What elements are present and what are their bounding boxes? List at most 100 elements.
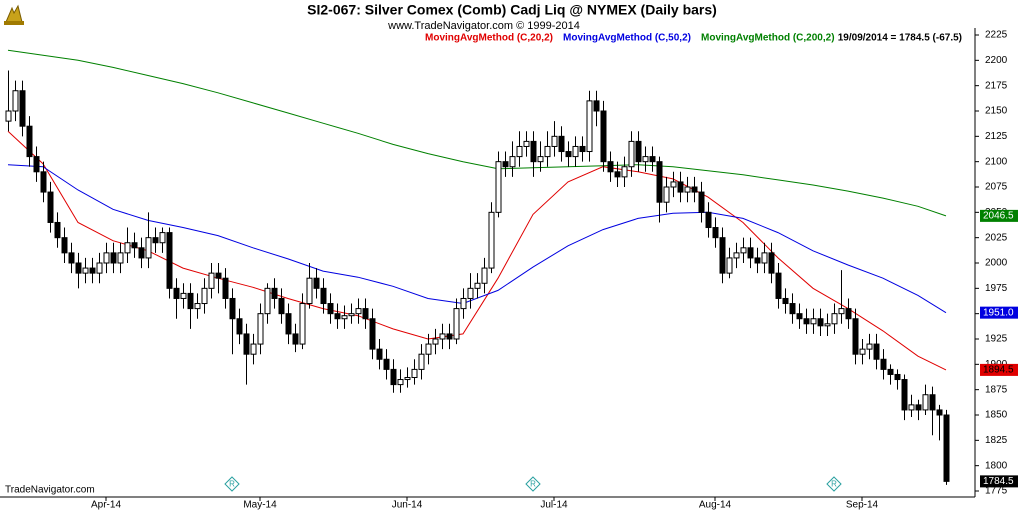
candle-body: [754, 257, 761, 264]
candle: [782, 288, 789, 314]
candle-body: [54, 221, 61, 239]
event-marker-icon: [224, 476, 240, 492]
candle-body: [439, 333, 446, 340]
candle: [341, 305, 348, 329]
candle: [54, 212, 61, 248]
candle-body: [579, 145, 586, 153]
candle-body: [642, 156, 649, 163]
value-box-label: 2046.5: [983, 211, 1014, 222]
candle-body: [502, 161, 509, 168]
candle-body: [411, 368, 418, 379]
event-marker: R: [224, 476, 240, 492]
y-tick-label: 1925: [985, 334, 1008, 345]
candle: [831, 303, 838, 334]
candle-body: [173, 287, 180, 299]
candle-body: [733, 252, 740, 259]
candle-body: [397, 379, 404, 386]
candle: [537, 141, 544, 172]
candle: [754, 247, 761, 274]
candle: [600, 100, 607, 172]
candle-body: [96, 262, 103, 274]
candle-body: [229, 297, 236, 320]
candle: [929, 386, 936, 436]
candle: [761, 242, 768, 274]
candle: [705, 202, 712, 238]
candle-body: [89, 267, 96, 274]
candle-body: [943, 414, 950, 482]
ma-line: [7, 130, 947, 371]
y-tick-label: 2200: [985, 55, 1008, 66]
candle: [215, 263, 222, 294]
candle-body: [593, 100, 600, 112]
candle-body: [166, 232, 173, 289]
candle-body: [782, 297, 789, 305]
candle-body: [600, 110, 607, 163]
y-tick-label: 1800: [985, 460, 1008, 471]
candle: [194, 293, 201, 319]
candle-body: [103, 252, 110, 264]
candle: [558, 126, 565, 162]
candle-body: [908, 404, 915, 411]
candle-body: [663, 186, 670, 203]
candle: [649, 146, 656, 172]
candle-body: [572, 145, 579, 158]
candle: [236, 308, 243, 345]
event-marker-label: R: [530, 480, 536, 489]
candle: [229, 288, 236, 355]
candle: [418, 344, 425, 380]
candle-body: [810, 318, 817, 325]
candle: [383, 349, 390, 380]
candle-body: [796, 313, 803, 320]
candle: [264, 283, 271, 324]
candle: [943, 409, 950, 485]
x-tick-label: May-14: [243, 500, 277, 511]
candle: [936, 404, 943, 441]
candle: [467, 273, 474, 309]
candle-body: [656, 161, 663, 203]
candle-body: [208, 272, 215, 289]
candle-body: [551, 135, 558, 147]
candle-body: [831, 313, 838, 325]
candle-body: [187, 292, 194, 310]
candle-body: [180, 292, 187, 299]
candle-body: [740, 247, 747, 254]
candle: [789, 293, 796, 324]
candle: [698, 181, 705, 223]
candle-body: [453, 308, 460, 340]
candle-body: [383, 358, 390, 370]
candle-body: [530, 140, 537, 163]
candle-body: [698, 191, 705, 213]
legend-entry: MovingAvgMethod (C,20,2): [425, 33, 553, 44]
value-box: [980, 306, 1018, 319]
candle-body: [285, 313, 292, 335]
candle-body: [621, 166, 628, 178]
candle-body: [243, 333, 250, 355]
candle: [817, 308, 824, 336]
candle: [768, 242, 775, 284]
candle-body: [677, 181, 684, 193]
logo: [4, 4, 24, 25]
candle-body: [152, 237, 159, 244]
candle: [376, 339, 383, 370]
candle: [208, 263, 215, 299]
candle-body: [159, 232, 166, 244]
candle: [810, 308, 817, 334]
candle-body: [432, 338, 439, 345]
candle: [250, 333, 257, 365]
candle: [320, 278, 327, 314]
candle-body: [775, 272, 782, 299]
candle-body: [852, 318, 859, 355]
candle-body: [845, 308, 852, 320]
candle-body: [145, 237, 152, 259]
candle: [656, 156, 663, 223]
candle-body: [110, 252, 117, 264]
candle-body: [236, 318, 243, 335]
candle-body: [47, 191, 54, 223]
chart-title: SI2-067: Silver Comex (Comb) Cadj Liq @ …: [307, 2, 717, 18]
candle: [222, 268, 229, 309]
candle: [362, 298, 369, 329]
candle-body: [544, 145, 551, 158]
candle: [635, 131, 642, 172]
value-box: [980, 475, 1018, 488]
